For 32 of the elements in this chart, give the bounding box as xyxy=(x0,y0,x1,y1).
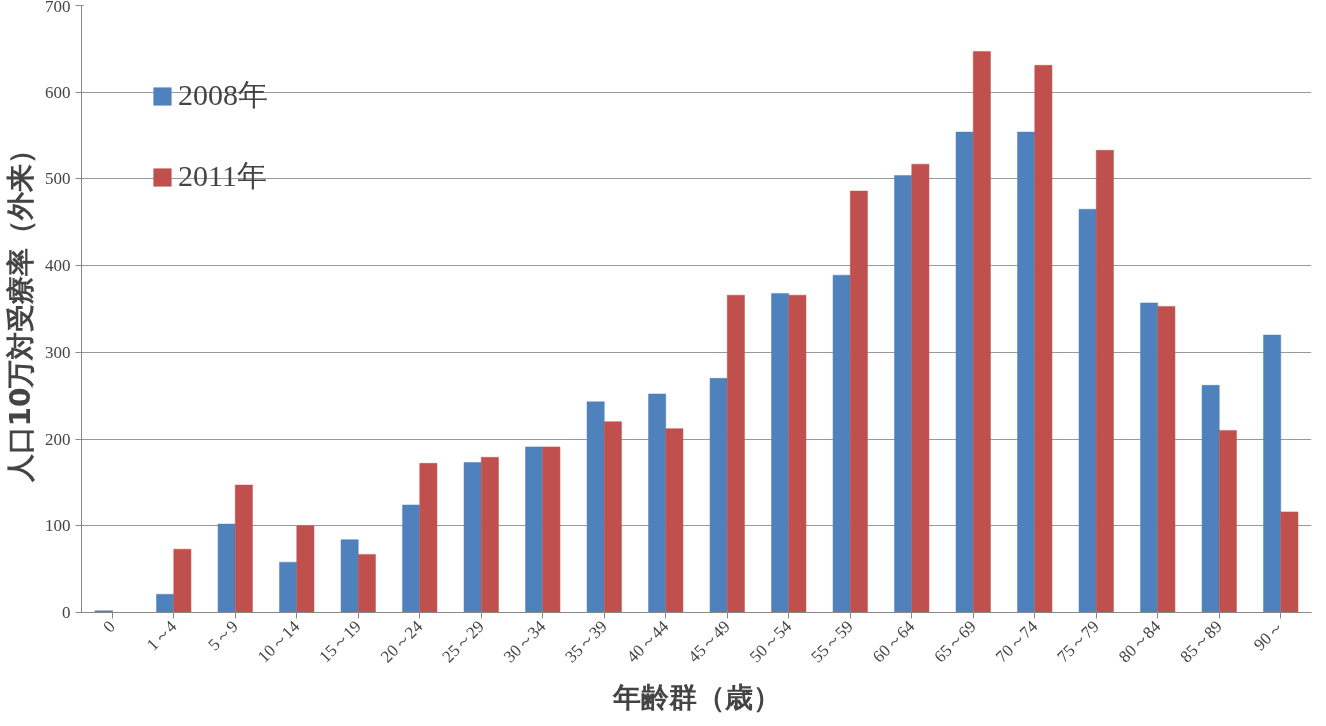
x-tick-label: 45～49 xyxy=(684,616,734,667)
x-tick-label: 10～14 xyxy=(253,616,304,667)
x-tick-label: 50～54 xyxy=(745,616,796,667)
x-tick-label: 70～74 xyxy=(991,616,1042,667)
y-axis-title: 人口10万対受療率（外来） xyxy=(4,135,37,484)
x-tick-label: 35～39 xyxy=(561,616,611,667)
y-tick-label: 100 xyxy=(45,516,71,536)
legend-label: 2008年 xyxy=(178,77,268,113)
x-tick-label: 80～84 xyxy=(1114,616,1165,667)
x-tick-label: 85～89 xyxy=(1176,616,1226,667)
x-axis-title: 年齢群（歳） xyxy=(611,680,781,714)
legend-label: 2011年 xyxy=(178,158,267,194)
x-tick-label: 15～19 xyxy=(315,616,365,667)
y-tick-label: 400 xyxy=(45,256,71,276)
x-tick-label: 1～4 xyxy=(142,616,181,655)
y-tick-label: 0 xyxy=(62,603,71,622)
x-tick-label: 40～44 xyxy=(622,616,673,667)
x-tick-label: 20～24 xyxy=(376,616,427,667)
y-tick-label: 200 xyxy=(45,429,71,449)
x-tick-label: 55～59 xyxy=(807,616,857,667)
x-tick-label: 30～34 xyxy=(499,616,550,667)
x-tick-label: 90～ xyxy=(1249,616,1288,655)
x-tick-label: 75～79 xyxy=(1053,616,1103,667)
y-tick-label: 500 xyxy=(45,169,71,189)
y-tick-label: 700 xyxy=(45,0,71,16)
x-tick-label: 0 xyxy=(99,616,119,637)
y-tick-label: 300 xyxy=(45,342,71,362)
x-tick-label: 65～69 xyxy=(930,616,980,667)
x-tick-label: 25～29 xyxy=(438,616,488,667)
x-tick-label: 5～9 xyxy=(204,616,242,655)
y-tick-label: 600 xyxy=(45,82,71,102)
x-tick-label: 60～64 xyxy=(868,616,919,667)
